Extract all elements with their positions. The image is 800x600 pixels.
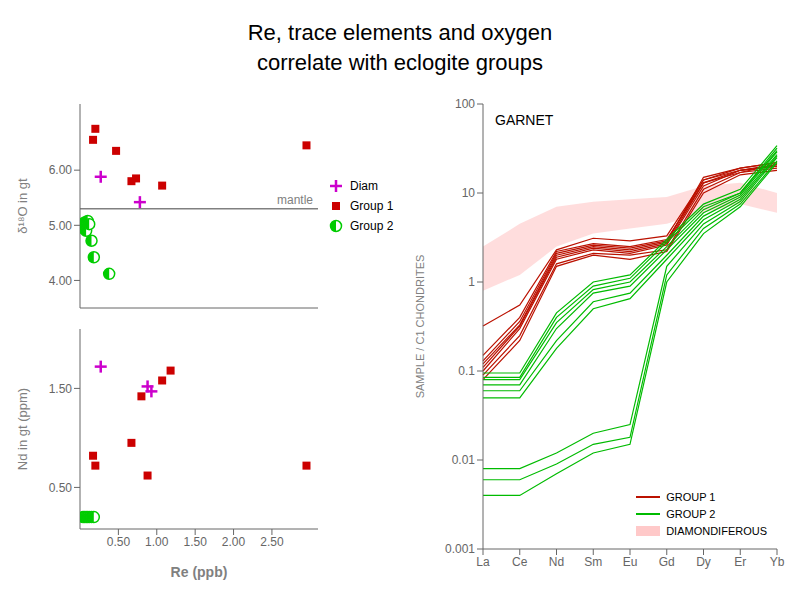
- svg-text:Nd: Nd: [549, 555, 564, 569]
- svg-text:Re (ppb): Re (ppb): [171, 564, 228, 580]
- svg-text:Dy: Dy: [696, 555, 711, 569]
- svg-text:2.50: 2.50: [260, 535, 284, 549]
- svg-text:SAMPLE / C1 CHONDRITES: SAMPLE / C1 CHONDRITES: [414, 255, 426, 399]
- svg-text:Yb: Yb: [770, 555, 785, 569]
- html-text:correlate with eclogite groups: correlate with eclogite groups: [256, 50, 544, 75]
- svg-text:Ce: Ce: [512, 555, 528, 569]
- svg-text:1.50: 1.50: [183, 535, 207, 549]
- svg-text:0.50: 0.50: [107, 535, 131, 549]
- svg-text:1: 1: [468, 275, 475, 289]
- svg-text:Nd in gt (ppm): Nd in gt (ppm): [15, 388, 30, 470]
- svg-text:1.00: 1.00: [145, 535, 169, 549]
- svg-text:4.00: 4.00: [49, 274, 73, 288]
- svg-text:δ¹⁸O in gt: δ¹⁸O in gt: [15, 178, 30, 234]
- svg-text:Er: Er: [734, 555, 746, 569]
- html-text:GARNET: GARNET: [495, 112, 554, 128]
- svg-text:Sm: Sm: [584, 555, 602, 569]
- html-text:DIAMONDIFEROUS: DIAMONDIFEROUS: [666, 524, 767, 537]
- svg-text:0.01: 0.01: [452, 453, 476, 467]
- html-text:Group 1: Group 1: [350, 199, 394, 213]
- svg-text:0.1: 0.1: [458, 364, 475, 378]
- html-text:Diam: Diam: [350, 179, 378, 193]
- svg-text:Gd: Gd: [659, 555, 675, 569]
- svg-text:10: 10: [462, 186, 476, 200]
- svg-text:100: 100: [455, 97, 475, 111]
- html-text:Re, trace elements and oxygen: Re, trace elements and oxygen: [247, 20, 553, 45]
- svg-text:1.50: 1.50: [49, 382, 73, 396]
- html-text:Group 2: Group 2: [350, 219, 394, 233]
- svg-text:6.00: 6.00: [49, 163, 73, 177]
- svg-text:La: La: [476, 555, 490, 569]
- svg-text:0.50: 0.50: [49, 481, 73, 495]
- svg-text:2.00: 2.00: [222, 535, 246, 549]
- svg-text:0.001: 0.001: [445, 542, 475, 556]
- svg-text:Eu: Eu: [623, 555, 638, 569]
- svg-text:5.00: 5.00: [49, 219, 73, 233]
- svg-text:mantle: mantle: [277, 193, 313, 207]
- html-text:GROUP 1: GROUP 1: [666, 490, 716, 503]
- html-text:GROUP 2: GROUP 2: [666, 507, 716, 520]
